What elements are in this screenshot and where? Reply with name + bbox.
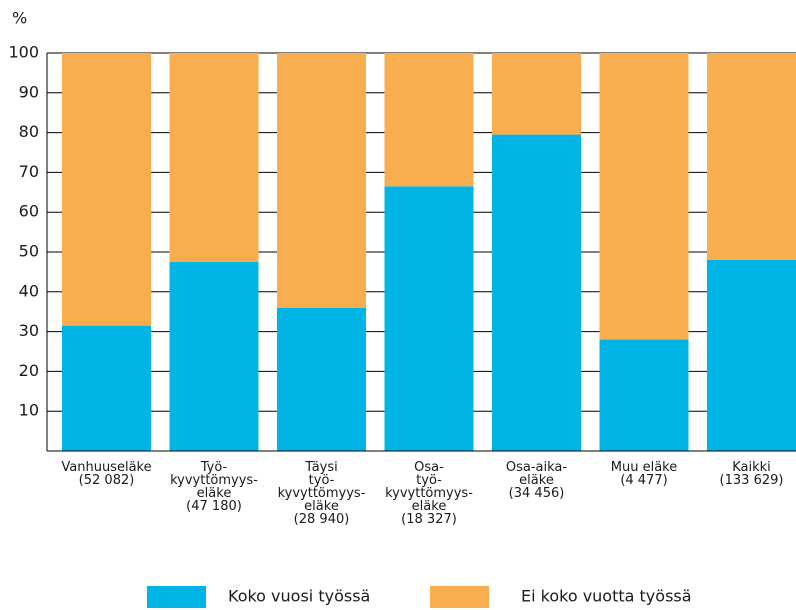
y-tick-label: 20 — [19, 361, 39, 380]
legend-swatch — [430, 586, 489, 608]
bar-segment — [277, 53, 366, 308]
bar-segment — [62, 325, 151, 451]
x-tick-label: Muu eläke (4 477) — [611, 460, 677, 488]
bar-segment — [707, 259, 796, 451]
bar-segment — [492, 134, 581, 451]
y-tick-label: 40 — [19, 281, 39, 300]
x-tick-line: eläke — [412, 499, 447, 514]
x-tick-line: kyvyttömyys- — [385, 486, 473, 501]
x-tick-line: Kaikki — [732, 460, 771, 475]
x-tick-line: eläke — [197, 486, 232, 501]
bar-segment — [62, 53, 151, 326]
bar-segment — [384, 186, 474, 451]
x-tick-line: Muu eläke — [611, 460, 677, 475]
x-tick-line: työ- — [309, 473, 335, 488]
x-tick-label: Työ-kyvyttömyys-eläke (47 180) — [170, 460, 258, 514]
bar-segment — [384, 53, 474, 187]
x-tick-label: Täysi työ-kyvyttömyys-eläke (28 940) — [278, 460, 366, 527]
x-tick-line: Osa-aika- — [506, 460, 568, 475]
bar-segment — [169, 261, 259, 451]
y-tick-label: 70 — [19, 162, 39, 181]
x-tick-line: (133 629) — [720, 473, 784, 488]
x-tick-line: kyvyttömyys- — [278, 486, 366, 501]
x-tick-line: (47 180) — [186, 499, 242, 514]
x-tick-label: Vanhuuseläke (52 082) — [61, 460, 151, 488]
bar-segment — [277, 307, 366, 451]
y-tick-label: 30 — [19, 321, 39, 340]
x-tick-line: Työ- — [200, 460, 228, 475]
x-tick-line: eläke — [519, 473, 554, 488]
x-tick-line: kyvyttömyys- — [170, 473, 258, 488]
y-tick-label: 100 — [8, 43, 39, 62]
bar-segment — [169, 53, 259, 262]
x-tick-line: eläke — [304, 499, 339, 514]
legend-label: Koko vuosi työssä — [228, 587, 370, 606]
y-axis-label: % — [12, 9, 27, 28]
x-tick-line: (28 940) — [294, 512, 350, 527]
bar-segment — [707, 53, 796, 260]
x-tick-line: (4 477) — [620, 473, 667, 488]
x-tick-label: Osa-aika-eläke (34 456) — [506, 460, 568, 501]
x-tick-line: (52 082) — [79, 473, 135, 488]
x-tick-label: Osa-työ-kyvyttömyys-eläke (18 327) — [385, 460, 473, 527]
y-tick-label: 80 — [19, 122, 39, 141]
y-tick-label: 10 — [19, 401, 39, 420]
x-tick-label: Kaikki (133 629) — [720, 460, 784, 488]
legend-label: Ei koko vuotta työssä — [521, 587, 692, 606]
x-tick-line: (34 456) — [509, 486, 565, 501]
x-tick-line: Täysi — [304, 460, 337, 475]
y-tick-label: 60 — [19, 202, 39, 221]
x-tick-line: Vanhuuseläke — [61, 460, 151, 475]
x-tick-line: Osa- — [414, 460, 444, 475]
bar-segment — [599, 339, 689, 451]
y-tick-label: 90 — [19, 82, 39, 101]
x-tick-line: (18 327) — [401, 512, 457, 527]
x-tick-line: työ- — [416, 473, 442, 488]
bar-segment — [599, 53, 689, 340]
legend-swatch — [147, 586, 206, 608]
y-tick-label: 50 — [19, 242, 39, 261]
bar-segment — [492, 53, 581, 135]
